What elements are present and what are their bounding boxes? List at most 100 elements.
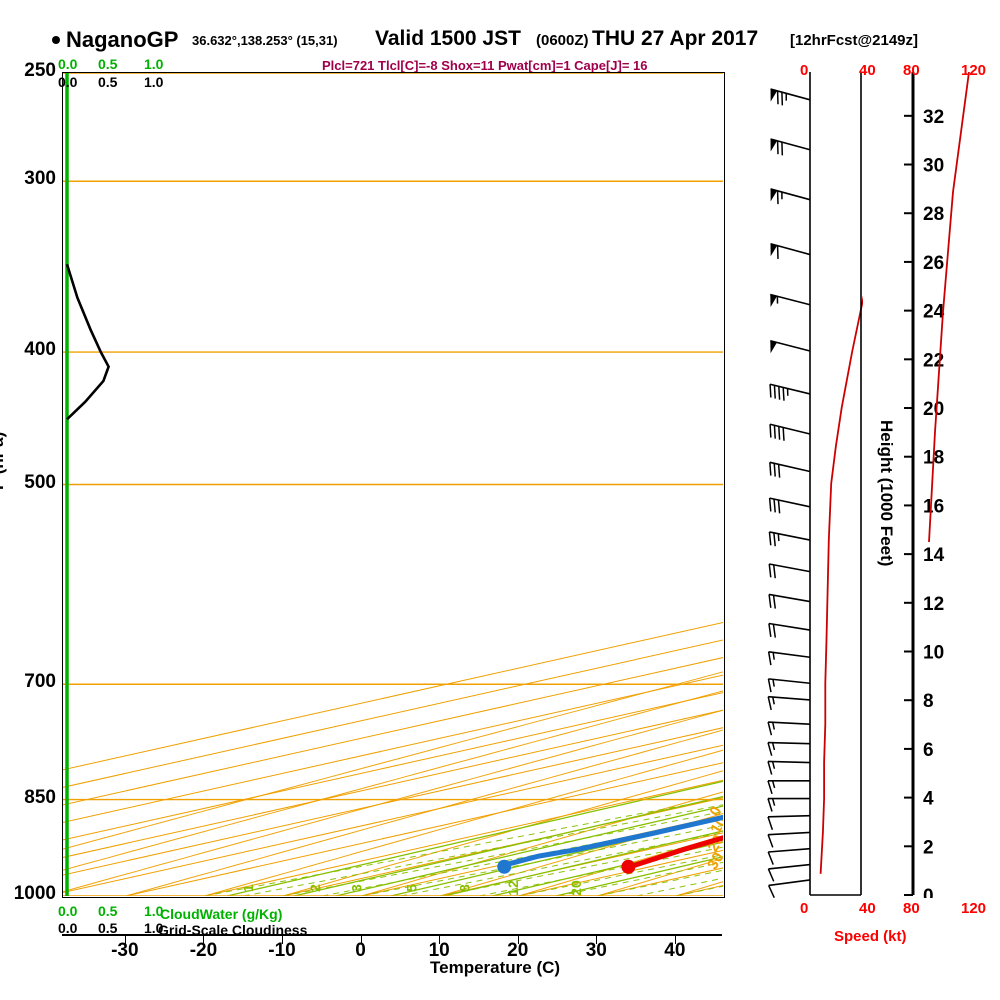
cloudwater-btick-0.0: 0.0: [58, 903, 78, 919]
pressure-tick-400: 400: [24, 339, 56, 361]
wind-barb: [767, 779, 810, 795]
svg-text:3: 3: [348, 884, 364, 892]
cloudiness-tick-0.0: 0.0: [58, 74, 78, 90]
wind-barb: [768, 563, 811, 579]
svg-text:30: 30: [923, 156, 944, 177]
speed-tick-80-top: 80: [903, 62, 920, 79]
pressure-tick-300: 300: [24, 168, 56, 190]
height-speed-panel: 0 2 4 6 8 10 12 14 16 18 20 22 24 26 28 30 32: [895, 72, 1000, 898]
temperature-tick-30: 30: [585, 940, 607, 961]
skewt-plot-area: 1 2 3 5 8 12 20 0 10 20 30: [62, 72, 725, 898]
wind-barb: [767, 797, 810, 812]
temperature-axis-line: [62, 934, 722, 936]
station-name: NaganoGP: [66, 27, 179, 52]
temperature-tick-mark: [674, 935, 676, 944]
temperature-tick--10: -10: [268, 940, 296, 961]
svg-text:14: 14: [923, 545, 945, 566]
temperature-tick-0: 0: [355, 940, 366, 961]
temperature-tick-mark: [517, 935, 519, 944]
valid-time-zulu: (0600Z): [536, 32, 589, 49]
pressure-tick-500: 500: [24, 471, 56, 493]
svg-text:2: 2: [307, 884, 323, 892]
wind-barb: [767, 760, 811, 775]
wind-barb: [769, 423, 811, 441]
height-axis-label: Height (1000 Feet): [877, 420, 896, 567]
temperature-tick-mark: [282, 935, 283, 944]
svg-text:20: 20: [923, 399, 944, 420]
svg-text:12: 12: [923, 594, 944, 615]
cloudwater-btick-0.5: 0.5: [98, 903, 118, 919]
svg-text:32: 32: [923, 107, 944, 128]
station-dot-icon: [52, 36, 60, 44]
cloudwater-tick-0.0: 0.0: [58, 56, 78, 72]
wind-barb: [767, 814, 811, 830]
wind-barb: [770, 88, 811, 106]
temperature-tick-mark: [360, 935, 362, 944]
speed-tick-40-top: 40: [859, 62, 876, 79]
cloudwater-tick-0.5: 0.5: [98, 56, 118, 72]
temperature-tick-40: 40: [664, 940, 686, 961]
temperature-tick--30: -30: [111, 940, 139, 961]
cloudwater-btick-1.0: 1.0: [144, 903, 164, 919]
speed-tick-0-top: 0: [800, 62, 809, 79]
wind-barb: [767, 741, 811, 756]
wind-barb: [769, 383, 811, 401]
wind-barb: [767, 863, 811, 882]
temperature-axis-label: Temperature (C): [430, 958, 561, 977]
temperature-tick-20: 20: [507, 940, 529, 961]
svg-text:1: 1: [240, 884, 256, 892]
temperature-tick--20: -20: [189, 940, 218, 961]
pressure-tick-1000: 1000: [13, 883, 56, 904]
cloudwater-axis-label: CloudWater (g/Kg): [160, 906, 283, 922]
speed-tick-0-bottom: 0: [800, 900, 809, 917]
wind-barb: [767, 678, 811, 693]
pressure-tick-700: 700: [24, 671, 56, 693]
wind-barb: [767, 831, 811, 848]
temperature-tick-mark: [596, 935, 598, 944]
svg-text:30: 30: [704, 850, 723, 873]
valid-time: Valid 1500 JST: [375, 27, 521, 50]
pressure-tick-250: 250: [24, 60, 56, 81]
temperature-tick-10: 10: [428, 940, 450, 961]
svg-text:12: 12: [505, 880, 521, 896]
cloudiness-axis-label: Grid-Scale Cloudiness: [158, 922, 308, 938]
cloudiness-btick-1.0: 1.0: [144, 920, 164, 936]
cloudiness-tick-0.5: 0.5: [98, 74, 118, 90]
speed-trace-upper: [928, 72, 970, 543]
station-coords: 36.632°,138.253° (15,31): [192, 33, 338, 48]
svg-text:16: 16: [923, 496, 944, 517]
wind-barb: [770, 188, 811, 205]
temperature-tick-mark: [203, 935, 205, 944]
speed-tick-80-bottom: 80: [903, 900, 920, 917]
forecast-stamp: [12hrFcst@2149z]: [790, 32, 919, 49]
pressure-tick-850: 850: [24, 786, 56, 808]
cloudwater-tick-1.0: 1.0: [144, 56, 164, 72]
svg-text:4: 4: [923, 789, 934, 810]
svg-text:20: 20: [568, 880, 584, 896]
wind-barb: [768, 593, 811, 609]
wind-barb: [770, 242, 811, 259]
valid-date: THU 27 Apr 2017: [592, 27, 759, 50]
wind-barb: [767, 879, 811, 898]
svg-text:2: 2: [923, 837, 934, 858]
speed-axis-label: Speed (kt): [834, 928, 907, 945]
svg-text:28: 28: [923, 204, 944, 225]
cloudiness-btick-0.0: 0.0: [58, 920, 78, 936]
svg-text:6: 6: [923, 740, 934, 761]
wind-barb: [767, 721, 811, 736]
svg-text:24: 24: [923, 302, 945, 323]
wind-barb-panel: [735, 72, 863, 898]
cloudiness-tick-1.0: 1.0: [144, 74, 164, 90]
svg-text:8: 8: [923, 691, 934, 712]
wind-barb-canvas: [767, 72, 863, 898]
wind-barb: [767, 847, 811, 865]
wind-barb: [770, 339, 811, 354]
svg-text:26: 26: [923, 253, 944, 274]
speed-tick-120-top: 120: [961, 62, 987, 79]
svg-text:0: 0: [923, 886, 934, 898]
speed-tick-120-bottom: 120: [961, 900, 987, 917]
wind-barb: [769, 461, 811, 478]
temperature-tick-mark: [439, 935, 441, 944]
